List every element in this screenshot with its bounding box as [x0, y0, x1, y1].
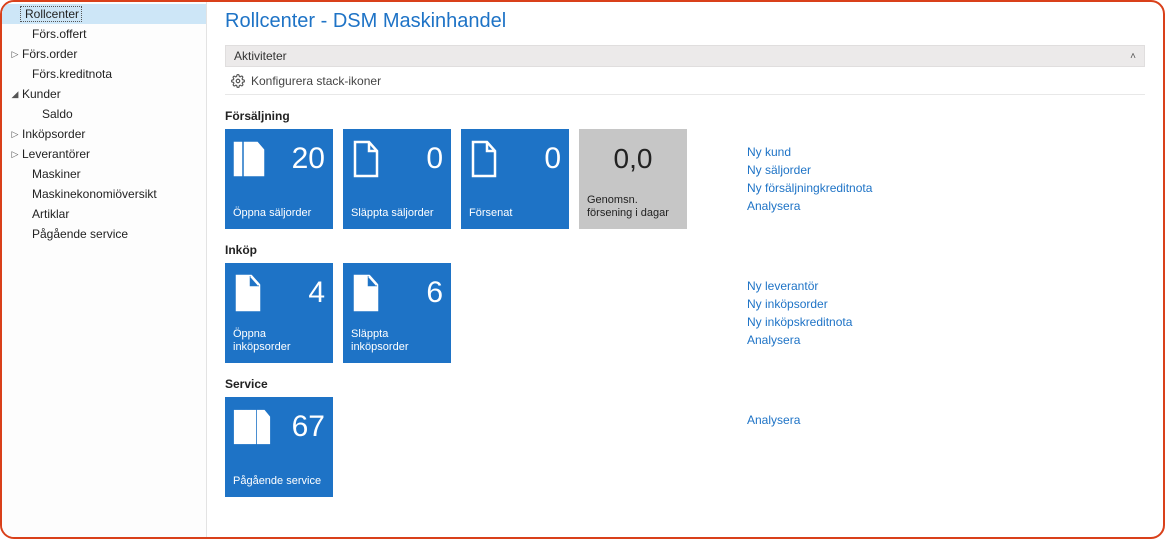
group-title: Service	[225, 377, 1145, 391]
tile-open-purchase-orders[interactable]: 4 Öppna inköpsorder	[225, 263, 333, 363]
link-new-vendor[interactable]: Ny leverantör	[747, 279, 852, 293]
tile-label: Släppta säljorder	[351, 207, 443, 221]
sidebar-item-fors-offert[interactable]: Förs.offert	[2, 24, 206, 44]
sidebar-item-maskiner[interactable]: Maskiner	[2, 164, 206, 184]
sidebar-item-maskinekonomioversikt[interactable]: Maskinekonomiöversikt	[2, 184, 206, 204]
sidebar-item-leverantorer[interactable]: ▷ Leverantörer	[2, 144, 206, 164]
sales-actions: Ny kund Ny säljorder Ny försäljningkredi…	[747, 129, 872, 213]
tile-label: Öppna inköpsorder	[233, 328, 325, 356]
group-purchase: Inköp 4	[225, 243, 1145, 363]
nav-label: Kunder	[20, 87, 61, 101]
documents-many-icon	[233, 407, 271, 447]
tile-released-purchase-orders[interactable]: 6 Släppta inköpsorder	[343, 263, 451, 363]
group-service: Service	[225, 377, 1145, 497]
nav-label: Artiklar	[20, 207, 69, 221]
link-new-sales-order[interactable]: Ny säljorder	[747, 163, 872, 177]
nav-label: Inköpsorder	[20, 127, 85, 141]
page-title: Rollcenter - DSM Maskinhandel	[225, 10, 1145, 33]
tile-value: 4	[308, 276, 325, 310]
chevron-up-icon[interactable]: ˄	[1130, 51, 1136, 62]
tile-label: Försenat	[469, 207, 561, 221]
tile-open-sales-orders[interactable]: 20 Öppna säljorder	[225, 129, 333, 229]
activities-section-header[interactable]: Aktiviteter ˄	[225, 45, 1145, 67]
link-new-purchase-order[interactable]: Ny inköpsorder	[747, 297, 852, 311]
chevron-right-icon: ▷	[10, 149, 20, 160]
nav-label: Förs.kreditnota	[20, 67, 112, 81]
tile-value: 6	[426, 276, 443, 310]
chevron-right-icon: ▷	[10, 49, 20, 60]
nav-label: Förs.offert	[20, 27, 86, 41]
sidebar-item-saldo[interactable]: Saldo	[2, 104, 206, 124]
app-frame: Rollcenter Förs.offert ▷ Förs.order Förs…	[0, 0, 1165, 539]
document-icon	[351, 140, 381, 178]
sidebar-item-inkopsorder[interactable]: ▷ Inköpsorder	[2, 124, 206, 144]
group-title: Försäljning	[225, 109, 1145, 123]
nav-label: Rollcenter	[23, 7, 79, 21]
tile-label: Släppta inköpsorder	[351, 328, 443, 356]
link-analyze-sales[interactable]: Analysera	[747, 199, 872, 213]
service-actions: Analysera	[747, 397, 800, 427]
link-analyze-purchase[interactable]: Analysera	[747, 333, 852, 347]
documents-icon	[233, 139, 267, 179]
group-sales: Försäljning 20	[225, 109, 1145, 229]
configure-stack-icons-button[interactable]: Konfigurera stack-ikoner	[225, 67, 1145, 95]
tile-value: 20	[292, 142, 325, 176]
tile-value: 0,0	[587, 143, 679, 175]
document-fold-icon	[233, 274, 263, 312]
sidebar-item-fors-order[interactable]: ▷ Förs.order	[2, 44, 206, 64]
tile-avg-delay[interactable]: 0,0 Genomsn. försening i dagar	[579, 129, 687, 229]
nav-label: Leverantörer	[20, 147, 90, 161]
nav-label: Förs.order	[20, 47, 77, 61]
link-new-sales-credit[interactable]: Ny försäljningkreditnota	[747, 181, 872, 195]
tile-value: 67	[292, 410, 325, 444]
tile-label: Pågående service	[233, 475, 325, 489]
tiles-sales: 20 Öppna säljorder 0	[225, 129, 687, 229]
link-new-purchase-credit[interactable]: Ny inköpskreditnota	[747, 315, 852, 329]
document-fold-icon	[351, 274, 381, 312]
nav-label: Saldo	[20, 107, 73, 121]
tile-delayed[interactable]: 0 Försenat	[461, 129, 569, 229]
nav-label: Maskinekonomiöversikt	[20, 187, 157, 201]
tile-released-sales-orders[interactable]: 0 Släppta säljorder	[343, 129, 451, 229]
nav-label: Pågående service	[20, 227, 128, 241]
chevron-right-icon: ▷	[10, 129, 20, 140]
tile-label: Öppna säljorder	[233, 207, 325, 221]
chevron-down-icon: ◢	[10, 89, 20, 100]
sidebar-item-rollcenter[interactable]: Rollcenter	[2, 4, 206, 24]
configure-label: Konfigurera stack-ikoner	[251, 74, 381, 88]
sidebar-item-fors-kreditnota[interactable]: Förs.kreditnota	[2, 64, 206, 84]
section-title: Aktiviteter	[234, 49, 287, 63]
tile-label: Genomsn. försening i dagar	[587, 194, 679, 222]
tile-value: 0	[426, 142, 443, 176]
tile-ongoing-service[interactable]: 67 Pågående service	[225, 397, 333, 497]
group-title: Inköp	[225, 243, 1145, 257]
main-content: Rollcenter - DSM Maskinhandel Aktivitete…	[207, 2, 1163, 537]
sidebar-nav: Rollcenter Förs.offert ▷ Förs.order Förs…	[2, 2, 207, 537]
tile-value: 0	[544, 142, 561, 176]
purchase-actions: Ny leverantör Ny inköpsorder Ny inköpskr…	[747, 263, 852, 347]
tiles-purchase: 4 Öppna inköpsorder	[225, 263, 451, 363]
nav-label: Maskiner	[20, 167, 81, 181]
document-icon	[469, 140, 499, 178]
tiles-service: 67 Pågående service	[225, 397, 333, 497]
sidebar-item-kunder[interactable]: ◢ Kunder	[2, 84, 206, 104]
gear-icon	[231, 74, 245, 88]
link-analyze-service[interactable]: Analysera	[747, 413, 800, 427]
link-new-customer[interactable]: Ny kund	[747, 145, 872, 159]
sidebar-item-artiklar[interactable]: Artiklar	[2, 204, 206, 224]
sidebar-item-pagaende-service[interactable]: Pågående service	[2, 224, 206, 244]
